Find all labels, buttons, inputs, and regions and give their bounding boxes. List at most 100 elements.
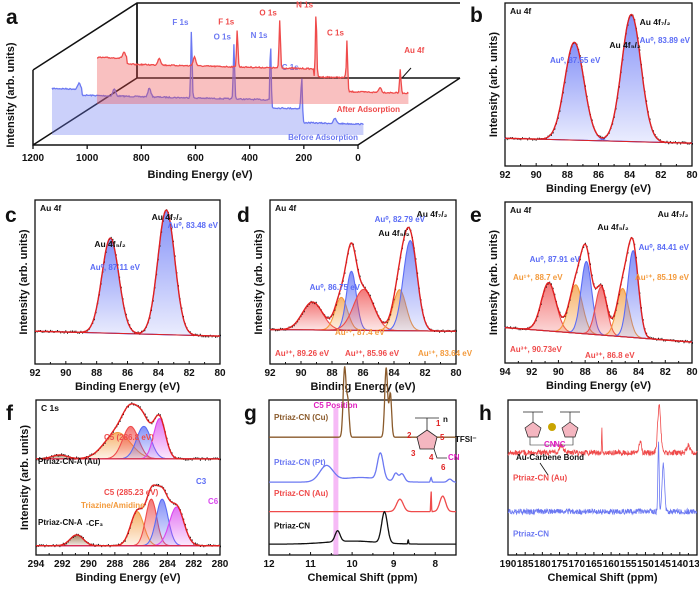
x-tick-label: 284 <box>159 559 176 570</box>
peak-label: F 1s <box>218 18 235 27</box>
x-tick-label: 145 <box>654 559 671 570</box>
au-carbene-annotation: Au-Carbene Bond <box>516 453 584 462</box>
y-axis-title: Intensity (arb. units) <box>488 230 500 335</box>
x-tick-label: 8 <box>432 559 438 570</box>
component-label: Au¹⁺, 87.4 eV <box>335 328 385 337</box>
polymer-bonds <box>415 417 447 459</box>
x-tick-label: 88 <box>562 170 574 181</box>
structure-label: 5 <box>440 433 445 442</box>
peak-label: Au 4f <box>404 46 424 55</box>
x-tick-label: 94 <box>499 367 511 378</box>
background-line <box>504 137 693 144</box>
component-label: Au⁰, 84.41 eV <box>639 243 690 252</box>
x-axis-title: Binding Energy (eV) <box>147 169 252 181</box>
peak-label: C 1s <box>327 29 344 38</box>
x-tick-label: 84 <box>153 368 165 379</box>
background-line <box>34 330 221 337</box>
spectrum-line <box>507 441 698 516</box>
triazolium-ring <box>416 429 438 450</box>
x-axis-title: Binding Energy (eV) <box>75 381 180 393</box>
structure-label: TFSI⁻ <box>455 435 477 444</box>
component-label: Au⁰, 87.11 eV <box>90 263 141 272</box>
series-fill <box>96 16 409 104</box>
panel-d: 92 90 88 86 84 82 80 Binding Energy (eV) Intensi… <box>253 199 473 393</box>
x-tick-label: 82 <box>655 170 667 181</box>
spectrum-line <box>269 491 456 513</box>
panel-letter-h: h <box>479 402 492 425</box>
peak-label: O 1s <box>259 8 277 17</box>
x-tick-label: 140 <box>671 559 688 570</box>
x-tick-label: 86 <box>593 170 605 181</box>
component-label: Au³⁺, 90.73eV <box>510 345 562 354</box>
x-tick-label: 292 <box>54 559 71 570</box>
panel-title: Au 4f <box>40 203 61 213</box>
x-tick-label: 800 <box>133 153 150 164</box>
structure-label: 1 <box>436 419 441 428</box>
x-tick-label: 1200 <box>22 153 45 164</box>
component-label: -CF₃ <box>86 519 103 528</box>
x-tick-label: 9 <box>391 559 397 570</box>
component-label: Au³⁺, 89.26 eV <box>275 349 330 358</box>
x-tick-label: 282 <box>185 559 202 570</box>
peak-group-label: Au 4f₅/₂ <box>597 222 629 232</box>
au4f-arrow <box>401 67 412 79</box>
spectrum-line <box>269 452 456 483</box>
x-axis-title: Binding Energy (eV) <box>546 183 651 195</box>
triazolium-ring <box>524 421 542 438</box>
x-tick-label: 80 <box>450 368 462 379</box>
component-label: Au⁰, 82.79 eV <box>375 215 426 224</box>
x-tick-label: 10 <box>347 559 359 570</box>
peak-group-label: Au 4f₇/₂ <box>658 209 689 219</box>
plot-frame <box>268 399 457 556</box>
component-label: Au⁰, 86.75 eV <box>310 283 361 292</box>
panel-b: 92 90 88 86 84 82 80 Binding Energy (eV) Intensi… <box>488 2 698 195</box>
x-tick-label: 90 <box>295 368 307 379</box>
panel-letter-c: c <box>5 204 17 227</box>
structure-label: NC <box>554 440 566 449</box>
panel-e: 94 92 90 88 86 84 82 80 Binding Energy (eV) Inten… <box>488 201 698 392</box>
x-axis-title: Chemical Shift (ppm) <box>547 572 657 584</box>
structure-label: 6 <box>441 463 446 472</box>
x-tick-label: 86 <box>122 368 134 379</box>
x-tick-label: 92 <box>499 170 511 181</box>
background-line <box>504 327 693 343</box>
component-label: C3 <box>196 477 207 486</box>
x-tick-label: 165 <box>586 559 603 570</box>
series-label: Ptriaz-CN <box>274 522 310 531</box>
x-tick-label: 600 <box>187 153 204 164</box>
series-label: After Adsorption <box>337 105 400 114</box>
x-tick-label: 290 <box>80 559 97 570</box>
x-tick-label: 400 <box>241 153 258 164</box>
peak-group-label: Au 4f₇/₂ <box>417 209 448 219</box>
panel-h: 190185180175170165160155150145140135 Chem… <box>500 399 699 584</box>
x-tick-label: 288 <box>107 559 124 570</box>
structure-label: CN <box>448 453 460 462</box>
component-label: Au³⁺, 86.8 eV <box>585 351 635 360</box>
y-axis-title: Intensity (arb. units) <box>19 425 31 530</box>
x-tick-label: 0 <box>355 153 361 164</box>
linker-bonds <box>529 437 574 446</box>
structure-label: CN <box>544 440 556 449</box>
x-axis-title: Binding Energy (eV) <box>546 380 651 392</box>
panel-letter-f: f <box>6 402 14 425</box>
series-label: Ptriaz-CN-A (Au) <box>38 457 101 466</box>
x-tick-label: 84 <box>633 367 645 378</box>
component-label: Au¹⁺, 83.64 eV <box>418 349 473 358</box>
envelope-fit <box>36 484 220 547</box>
x-axis-title: Binding Energy (eV) <box>310 381 415 393</box>
x-tick-label: 185 <box>517 559 534 570</box>
panel-letter-b: b <box>470 4 483 27</box>
x-tick-label: 84 <box>388 368 400 379</box>
component-label: C5 (286.8 eV) <box>104 433 154 442</box>
component-label: Au¹⁺, 85.19 eV <box>635 273 690 282</box>
component-label: Au⁰, 83.89 eV <box>640 36 691 45</box>
x-tick-label: 280 <box>212 559 229 570</box>
x-tick-label: 86 <box>606 367 618 378</box>
component-label: Au⁰, 87.55 eV <box>550 56 601 65</box>
panel-a: 1200 1000 800 600 400 200 0 Binding Energy (eV)… <box>5 0 461 181</box>
panel-title: Au 4f <box>275 203 296 213</box>
peak-group-label: Au 4f₅/₂ <box>609 40 641 50</box>
gold-atom <box>548 423 556 431</box>
x-tick-label: 90 <box>531 170 543 181</box>
